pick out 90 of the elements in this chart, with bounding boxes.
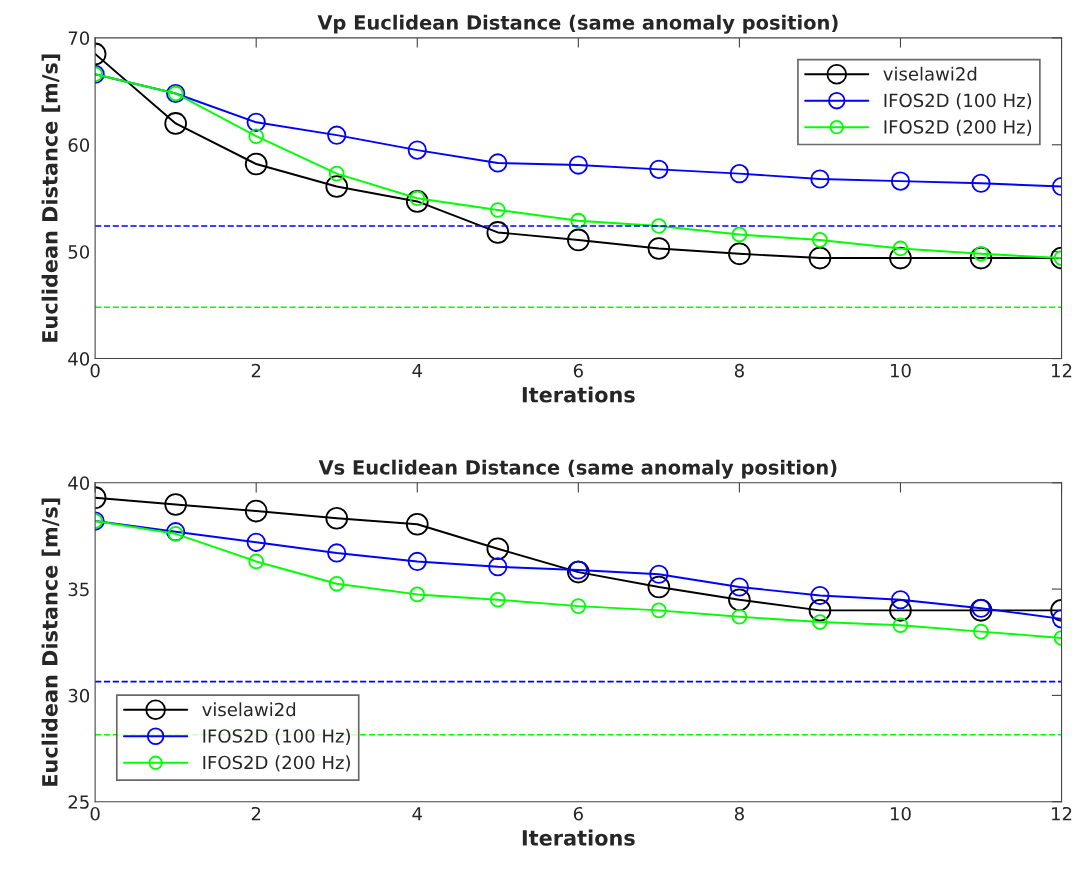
- point: [328, 165, 345, 182]
- point: [164, 112, 187, 135]
- chart-title: Vs Euclidean Distance (same anomaly position): [318, 459, 837, 479]
- point: [407, 551, 427, 572]
- point: [812, 614, 828, 630]
- point: [647, 575, 671, 599]
- x-tick-label: 6: [573, 363, 583, 378]
- x-tick-label: 2: [251, 363, 261, 378]
- y-tick-label: 30: [68, 688, 90, 703]
- legend-label: viselawi2d: [202, 702, 296, 717]
- x-tick-label: 0: [90, 363, 100, 378]
- point: [649, 564, 669, 584]
- point: [973, 623, 989, 640]
- x-axis-title: Iterations: [522, 386, 635, 403]
- x-tick-label: 4: [412, 363, 422, 378]
- point: [890, 590, 911, 610]
- point: [729, 164, 749, 184]
- x-tick-label: 10: [890, 363, 911, 378]
- point: [810, 169, 830, 189]
- point: [248, 553, 265, 570]
- x-tick-label: 8: [734, 363, 744, 378]
- point: [325, 175, 349, 198]
- point: [409, 586, 426, 603]
- point: [731, 608, 748, 625]
- point: [729, 577, 749, 597]
- point: [327, 125, 347, 145]
- point: [808, 599, 832, 622]
- point: [890, 171, 911, 191]
- legend-label: IFOS2D (100 Hz): [203, 728, 350, 745]
- point: [328, 575, 345, 592]
- y-axis-title: Euclidean Distance [m/s]: [41, 498, 61, 786]
- point: [488, 557, 508, 577]
- point: [246, 532, 266, 552]
- y-axis-title: Euclidean Distance [m/s]: [41, 54, 61, 342]
- point: [971, 173, 991, 193]
- point: [325, 506, 349, 530]
- point: [570, 598, 587, 614]
- point: [327, 543, 347, 563]
- y-tick-label: 35: [68, 582, 89, 597]
- point: [810, 585, 830, 606]
- x-tick-label: 6: [573, 806, 583, 821]
- point: [647, 237, 671, 260]
- point: [489, 591, 506, 608]
- y-tick-label: 40: [68, 352, 90, 366]
- y-tick-label: 50: [68, 245, 90, 259]
- legend-label: IFOS2D (100 Hz): [884, 93, 1032, 110]
- y-tick-label: 25: [68, 795, 89, 809]
- point: [244, 152, 268, 176]
- point: [486, 537, 510, 561]
- point: [486, 221, 510, 244]
- point: [567, 228, 590, 252]
- legend-label: IFOS2D (200 Hz): [203, 755, 350, 772]
- point: [812, 232, 828, 248]
- y-tick-label: 60: [68, 138, 90, 152]
- point: [489, 202, 506, 218]
- x-tick-label: 2: [251, 806, 261, 821]
- point: [889, 599, 912, 622]
- x-tick-label: 10: [890, 806, 911, 821]
- point: [405, 190, 429, 213]
- point: [649, 159, 669, 179]
- x-tick-label: 8: [734, 806, 744, 821]
- point: [568, 155, 588, 175]
- chart-title: Vp Euclidean Distance (same anomaly position): [317, 14, 838, 34]
- x-tick-label: 12: [1052, 363, 1072, 378]
- x-tick-label: 12: [1052, 806, 1072, 821]
- point: [164, 493, 187, 516]
- point: [651, 218, 667, 234]
- point: [651, 602, 667, 619]
- x-tick-label: 0: [90, 806, 100, 821]
- point: [969, 246, 993, 270]
- x-tick-label: 4: [412, 807, 422, 821]
- point: [892, 240, 909, 257]
- legend-label: viselawi2d: [883, 66, 977, 81]
- point: [248, 128, 265, 145]
- point: [405, 512, 429, 536]
- point: [889, 246, 912, 270]
- point: [244, 499, 268, 523]
- y-tick-label: 70: [68, 31, 90, 45]
- point: [570, 212, 587, 229]
- point: [731, 226, 748, 243]
- point: [892, 617, 909, 634]
- point: [808, 246, 832, 270]
- legend-label: IFOS2D (200 Hz): [884, 119, 1032, 136]
- point: [728, 588, 751, 612]
- x-axis-title: Iterations: [522, 829, 635, 846]
- point: [728, 242, 751, 266]
- point: [407, 140, 427, 160]
- point: [488, 153, 508, 173]
- point: [246, 112, 266, 132]
- y-tick-label: 40: [68, 476, 90, 490]
